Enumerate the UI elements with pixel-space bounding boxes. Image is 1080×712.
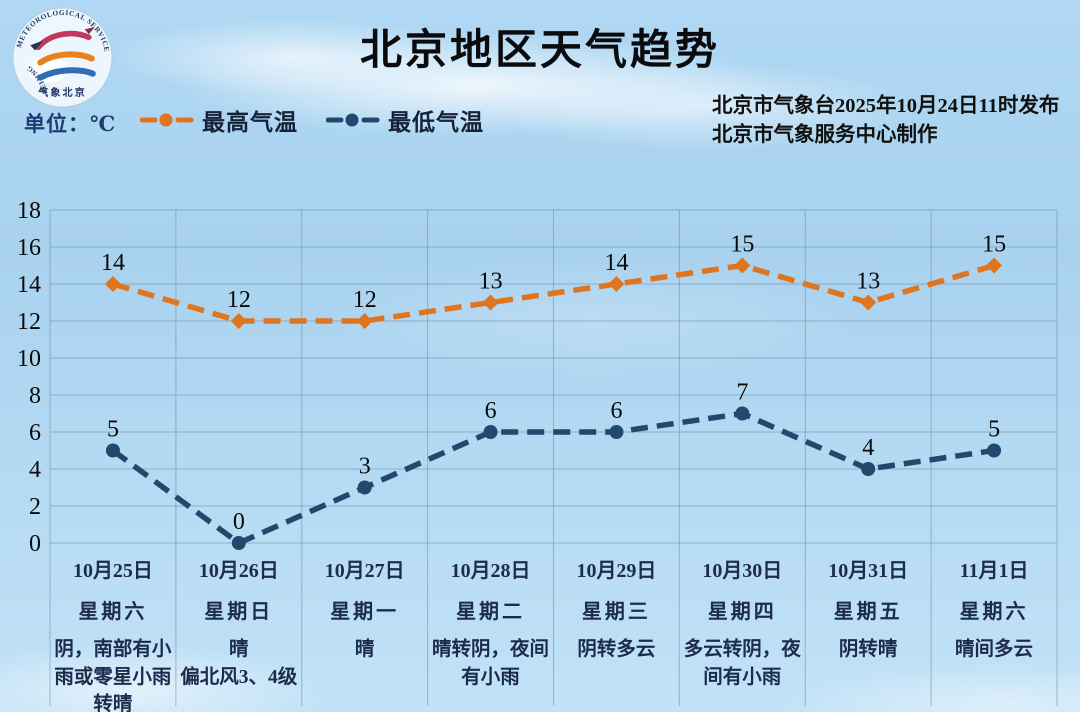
day-date: 10月26日 <box>198 560 279 582</box>
day-date: 10月29日 <box>576 560 657 582</box>
day-column: 10月25日 星期六阴，南部有小雨或零星小雨转晴 <box>50 554 176 712</box>
data-point-marker <box>357 480 372 495</box>
data-point-label: 7 <box>736 380 748 406</box>
day-weather: 阴，南部有小雨或零星小雨转晴 <box>54 639 172 712</box>
legend-item-low-temp: 最低气温 <box>326 103 484 137</box>
data-point-label: 13 <box>479 269 503 295</box>
data-point-marker <box>860 294 877 311</box>
publisher-info: 北京市气象台2025年10月24日11时发布 北京市气象服务中心制作 <box>712 92 1059 150</box>
data-point-label: 6 <box>610 398 622 424</box>
data-point-label: 5 <box>107 417 119 443</box>
low-temp-line-icon <box>326 113 380 127</box>
data-point-label: 3 <box>359 454 371 480</box>
y-tick-label: 10 <box>17 346 41 372</box>
data-point-marker <box>608 276 625 292</box>
day-weather: 晴转阴，夜间有小雨 <box>432 639 550 688</box>
day-date: 10月27日 <box>324 560 405 582</box>
chart-legend: 最高气温 最低气温 <box>140 103 484 137</box>
data-point-marker <box>230 313 247 329</box>
publisher-line-2: 北京市气象服务中心制作 <box>712 124 938 147</box>
data-point-label: 5 <box>988 417 1000 443</box>
page-title: 北京地区天气趋势 <box>359 28 720 74</box>
y-tick-label: 14 <box>17 272 41 298</box>
day-weekday: 星期五 <box>833 601 903 623</box>
publisher-line-1: 北京市气象台2025年10月24日11时发布 <box>712 95 1060 117</box>
day-date: 10月30日 <box>702 560 783 582</box>
data-point-label: 15 <box>730 232 754 258</box>
data-point-marker <box>609 425 624 439</box>
data-point-label: 4 <box>862 435 874 461</box>
legend-item-high-temp: 最高气温 <box>140 103 298 137</box>
data-point-marker <box>735 406 750 421</box>
day-weather: 阴转晴 <box>838 639 898 660</box>
day-weather: 多云转阴，夜间有小雨 <box>683 639 801 688</box>
series-line-high-temp <box>112 262 995 324</box>
data-point-label: 14 <box>604 250 628 276</box>
data-point-marker <box>734 257 751 274</box>
day-weekday: 星期三 <box>581 601 651 623</box>
day-weekday: 星期四 <box>707 601 777 623</box>
data-point-label: 15 <box>982 232 1006 258</box>
y-tick-label: 12 <box>17 309 41 335</box>
data-point-marker <box>986 257 1003 274</box>
data-point-marker <box>356 313 373 329</box>
day-column: 10月29日 星期三阴转多云 <box>554 554 680 664</box>
day-date: 11月1日 <box>959 560 1029 582</box>
data-point-marker <box>105 443 120 458</box>
day-column: 11月1日星期六晴间多云 <box>931 554 1057 664</box>
logo-plane-icon <box>30 40 44 51</box>
y-tick-label: 2 <box>29 494 41 520</box>
day-column: 10月30日 星期四多云转阴，夜间有小雨 <box>679 554 805 691</box>
logo-swoosh-blue <box>37 67 96 81</box>
legend-label-low-temp: 最低气温 <box>388 110 484 135</box>
y-tick-label: 8 <box>29 383 41 409</box>
y-tick-label: 6 <box>29 420 41 446</box>
day-date: 10月28日 <box>450 560 531 582</box>
day-weather: 晴 <box>354 639 375 660</box>
day-column: 10月28日 星期二晴转阴，夜间有小雨 <box>428 554 554 691</box>
day-date: 10月25日 <box>72 560 153 582</box>
logo-swoosh-orange <box>37 51 95 66</box>
data-point-label: 12 <box>353 287 377 313</box>
legend-label-high-temp: 最高气温 <box>202 110 298 135</box>
data-point-marker <box>104 276 121 292</box>
y-tick-label: 16 <box>17 235 41 261</box>
data-point-marker <box>231 536 246 550</box>
logo-plane-small-icon <box>84 27 95 35</box>
day-weekday: 星期六 <box>959 601 1029 623</box>
data-point-marker <box>987 443 1002 458</box>
logo-swoosh-red <box>35 30 92 51</box>
day-weekday: 星期六 <box>78 601 148 623</box>
y-tick-label: 0 <box>29 531 41 557</box>
day-weekday: 星期日 <box>204 601 274 623</box>
day-column: 10月26日 星期日晴偏北风3、4级 <box>176 554 302 691</box>
data-point-label: 6 <box>485 398 497 424</box>
x-axis-day-labels: 10月25日 星期六 阴，南部有小雨或零星小雨转晴 10月26日 星期日晴偏北风3、4级… <box>50 554 1057 712</box>
data-point-marker <box>483 425 498 439</box>
day-weekday: 星期二 <box>456 601 526 623</box>
unit-label: 单位：℃ <box>24 112 117 136</box>
day-column: 10月31日 星期五阴转晴 <box>805 554 931 664</box>
data-point-label: 0 <box>233 509 245 535</box>
logo-bottom-text: 气象北京 <box>37 86 86 99</box>
day-weekday: 星期一 <box>330 601 400 623</box>
day-weather: 偏北风3、4级 <box>180 666 298 688</box>
data-point-label: 14 <box>101 250 125 276</box>
data-point-label: 12 <box>227 287 251 313</box>
data-point-marker <box>482 294 499 311</box>
data-point-marker <box>861 462 876 476</box>
high-temp-line-icon <box>140 113 194 127</box>
data-point-label: 13 <box>856 269 880 295</box>
y-tick-label: 4 <box>29 457 41 483</box>
day-date: 10月31日 <box>828 560 909 582</box>
series-line-low-temp <box>111 410 995 547</box>
y-tick-label: 18 <box>17 198 41 224</box>
day-weather: 晴 <box>229 639 249 660</box>
day-column: 10月27日 星期一晴 <box>302 554 428 664</box>
beijing-meteorological-logo-icon: METEOROLOGICAL SERVICE BEIJING 气象北京 <box>12 7 113 108</box>
day-weather: 晴间多云 <box>955 639 1034 660</box>
day-weather: 阴转多云 <box>577 639 656 660</box>
